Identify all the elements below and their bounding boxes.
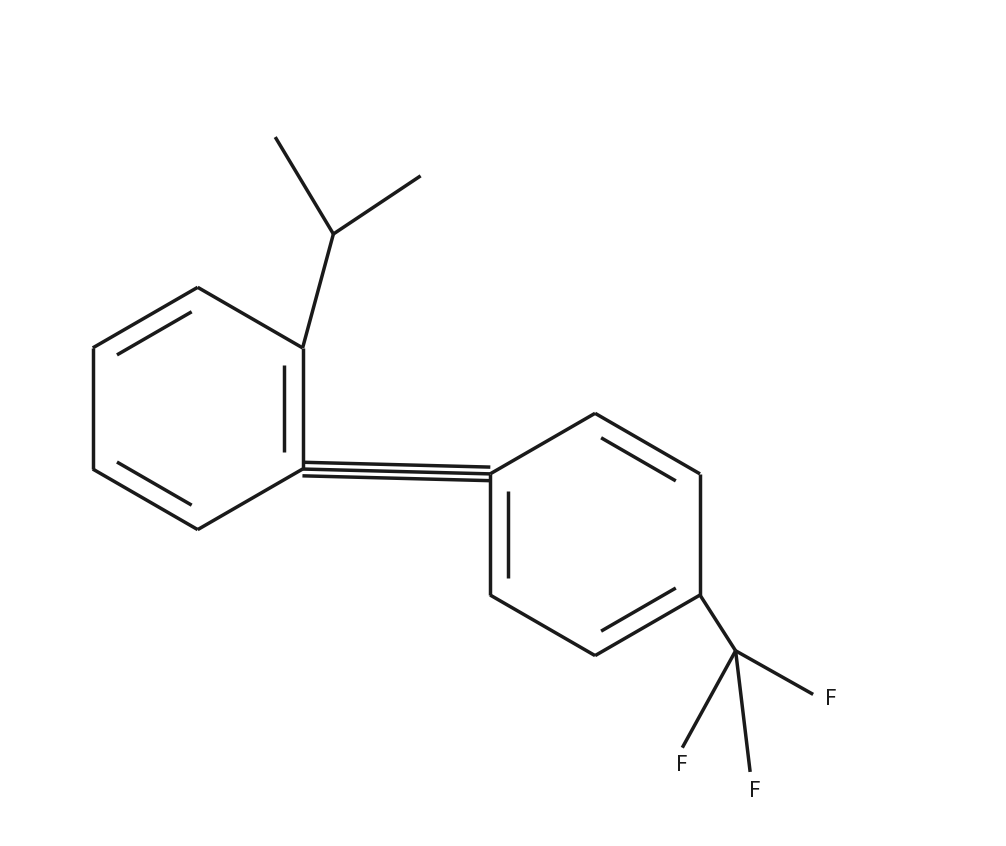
Text: F: F <box>676 755 688 775</box>
Text: F: F <box>749 782 761 801</box>
Text: F: F <box>825 689 837 709</box>
